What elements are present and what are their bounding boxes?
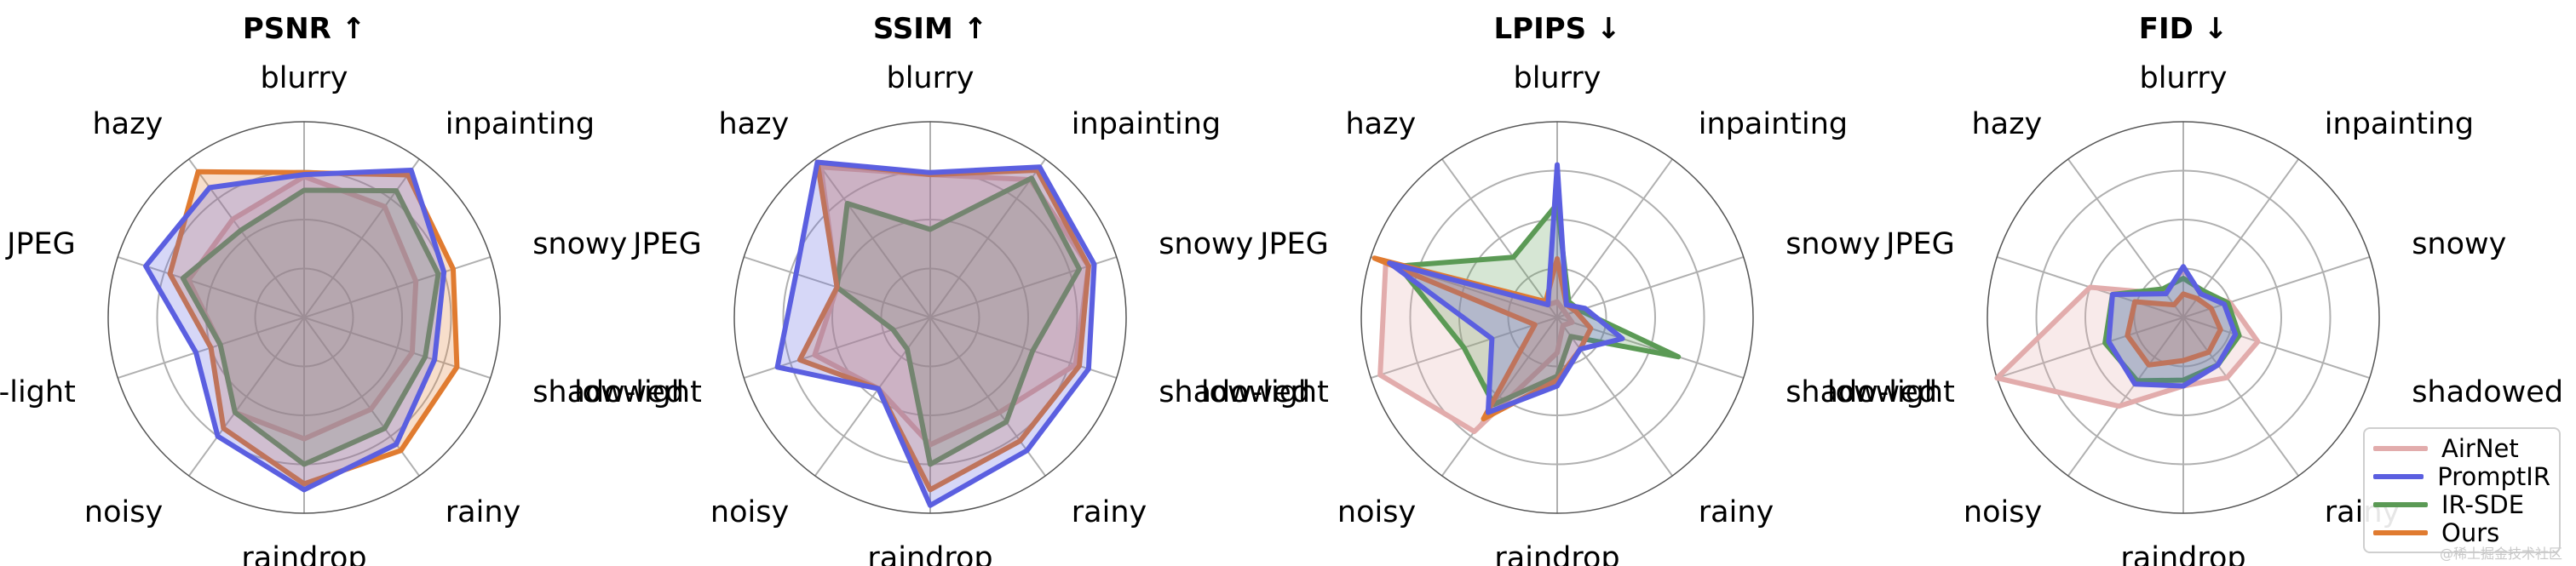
legend-item-promptir: PromptIR — [2373, 461, 2550, 491]
radar-chart-2: blurry inpainting snowy shadowed rainy raindr… — [574, 12, 1310, 566]
category-label-hazy: hazy — [1345, 107, 1416, 141]
chart-title: FID ↓ — [2139, 12, 2228, 46]
outer-frame — [733, 121, 1127, 514]
spoke-snowy — [2182, 255, 2371, 318]
category-label-rainy: rainy — [446, 495, 520, 529]
category-label-inpainting: inpainting — [446, 107, 595, 141]
spoke-low-light — [743, 317, 931, 380]
category-label-rainy: rainy — [1699, 495, 1774, 529]
category-label-low-light: low-light — [0, 375, 76, 409]
spoke-rainy — [2182, 317, 2299, 477]
spoke-noisy — [2067, 317, 2184, 477]
series-promptir — [774, 159, 1097, 508]
category-label-shadowed: shadowed — [1159, 375, 1310, 409]
legend-swatch-ours — [2373, 529, 2428, 535]
spoke-snowy — [1556, 255, 1745, 318]
category-label-blurry: blurry — [1513, 61, 1601, 95]
legend-swatch-promptir — [2373, 473, 2424, 479]
spoke-shadowed — [303, 317, 492, 380]
spoke-inpainting — [303, 158, 420, 318]
outer-frame — [1987, 121, 2380, 514]
category-label-noisy: noisy — [710, 495, 789, 529]
spoke-inpainting — [929, 158, 1046, 318]
spoke-inpainting — [1556, 158, 1673, 318]
legend-swatch-airnet — [2373, 445, 2428, 451]
category-label-snowy: snowy — [1159, 227, 1253, 261]
chart-title: PSNR ↑ — [243, 12, 365, 46]
radar-chart-3: blurry inpainting snowy shadowed rainy raindr… — [1201, 12, 1937, 566]
category-label-raindrop: raindrop — [2120, 541, 2245, 566]
legend-label-airnet: AirNet — [2441, 433, 2519, 463]
spoke-hazy — [188, 158, 305, 318]
category-label-snowy: snowy — [532, 227, 627, 261]
category-label-shadowed: shadowed — [532, 375, 684, 409]
category-label-inpainting: inpainting — [2325, 107, 2474, 141]
spoke-noisy — [814, 317, 931, 477]
category-label-blurry: blurry — [260, 61, 348, 95]
series-promptir — [2106, 264, 2239, 389]
spoke-hazy — [814, 158, 931, 318]
spoke-noisy — [188, 317, 305, 477]
legend-label-ours: Ours — [2441, 517, 2500, 547]
legend-label-promptir: PromptIR — [2437, 461, 2550, 491]
series-ours — [167, 169, 460, 487]
chart-title: LPIPS ↓ — [1494, 12, 1621, 46]
spoke-shadowed — [929, 317, 1118, 380]
category-label-low-light: low-light — [1827, 375, 1955, 409]
category-label-noisy: noisy — [1964, 495, 2042, 529]
category-label-jpeg: JPEG — [5, 227, 76, 261]
outer-frame — [107, 121, 501, 514]
category-label-jpeg: JPEG — [631, 227, 702, 261]
category-label-raindrop: raindrop — [867, 541, 992, 566]
spoke-shadowed — [2182, 317, 2371, 380]
series-ir-sde — [834, 175, 1082, 467]
category-label-blurry: blurry — [2139, 61, 2227, 95]
category-label-noisy: noisy — [1337, 495, 1416, 529]
series-ir-sde — [180, 187, 441, 467]
spoke-noisy — [1441, 317, 1558, 477]
series-ours — [796, 159, 1091, 493]
category-label-snowy: snowy — [2412, 227, 2506, 261]
radar-chart-4: blurryinpaintingsnowyshadowedrainyraindr… — [1827, 12, 2563, 566]
radar-chart-1: blurry inpainting snowy shadowed rainy raindr… — [0, 12, 684, 566]
category-label-snowy: snowy — [1785, 227, 1880, 261]
legend-swatch-irsde — [2373, 501, 2428, 507]
category-label-blurry: blurry — [886, 61, 974, 95]
category-label-low-light: low-light — [574, 375, 702, 409]
legend-item-irsde: IR-SDE — [2373, 489, 2550, 519]
category-label-raindrop: raindrop — [241, 541, 366, 566]
category-label-low-light: low-light — [1201, 375, 1329, 409]
spoke-snowy — [929, 255, 1118, 318]
legend-label-irsde: IR-SDE — [2441, 489, 2525, 519]
spoke-low-light — [1996, 317, 2184, 380]
category-label-noisy: noisy — [84, 495, 163, 529]
chart-title: SSIM ↑ — [873, 12, 987, 46]
legend-item-ours: Ours — [2373, 517, 2550, 547]
legend-item-airnet: AirNet — [2373, 433, 2550, 463]
series-promptir — [1387, 162, 1625, 415]
category-label-shadowed: shadowed — [2412, 375, 2563, 409]
spoke-snowy — [303, 255, 492, 318]
outer-frame — [1360, 121, 1754, 514]
category-label-inpainting: inpainting — [1699, 107, 1848, 141]
category-label-raindrop: raindrop — [1494, 541, 1619, 566]
spoke-hazy — [1441, 158, 1558, 318]
category-label-shadowed: shadowed — [1785, 375, 1937, 409]
category-label-jpeg: JPEG — [1884, 227, 1955, 261]
category-label-inpainting: inpainting — [1072, 107, 1221, 141]
category-label-hazy: hazy — [92, 107, 163, 141]
category-label-hazy: hazy — [1971, 107, 2042, 141]
series-ours — [2125, 291, 2223, 368]
category-label-hazy: hazy — [718, 107, 789, 141]
watermark: @稀土掘金技术社区 — [2439, 546, 2562, 562]
category-label-rainy: rainy — [1072, 495, 1147, 529]
legend: AirNet PromptIR IR-SDE Ours — [2363, 427, 2561, 553]
spoke-rainy — [1556, 317, 1673, 477]
series-promptir — [143, 168, 447, 493]
category-label-jpeg: JPEG — [1258, 227, 1329, 261]
